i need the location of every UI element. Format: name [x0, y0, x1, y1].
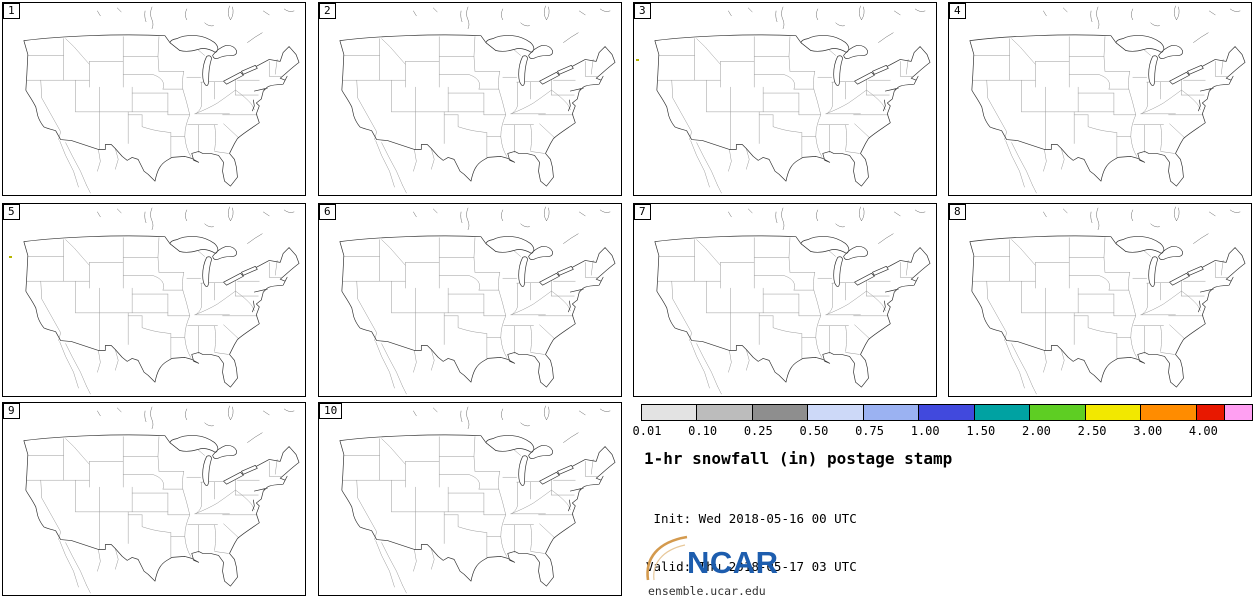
- colorbar-segment: [1085, 405, 1142, 420]
- snowfall-speck: [636, 59, 639, 61]
- panel-number: 10: [319, 403, 343, 419]
- colorbar-segment: [642, 405, 698, 420]
- postage-stamp-panel: 6: [318, 203, 622, 397]
- us-map: [654, 206, 931, 395]
- panel-number: 1: [3, 3, 20, 19]
- colorbar-tick: 3.00: [1133, 424, 1163, 438]
- init-time: Init: Wed 2018-05-16 00 UTC: [646, 511, 857, 526]
- colorbar-segment: [974, 405, 1031, 420]
- colorbar-tick: 4.00: [1188, 424, 1218, 438]
- colorbar-segment: [1141, 405, 1197, 420]
- colorbar-segment: [1224, 405, 1252, 420]
- colorbar-tick: 0.75: [855, 424, 884, 438]
- us-map: [969, 206, 1246, 395]
- colorbar-segment: [697, 405, 753, 420]
- ncar-swoosh-icon: [646, 535, 688, 581]
- snowfall-speck: [9, 256, 12, 258]
- panel-number: 3: [634, 3, 651, 19]
- us-map: [339, 5, 616, 194]
- postage-stamp-panel: 10: [318, 402, 622, 596]
- colorbar-tick: 1.50: [966, 424, 996, 438]
- colorbar-segment: [919, 405, 975, 420]
- panel-number: 8: [949, 204, 966, 220]
- postage-stamp-panel: 1: [2, 2, 306, 196]
- colorbar-segment: [1030, 405, 1086, 420]
- colorbar-segment: [808, 405, 864, 420]
- panel-number: 7: [634, 204, 651, 220]
- colorbar-segment: [1196, 405, 1225, 420]
- ncar-logo: NCAR: [641, 533, 801, 583]
- colorbar-tick: 1.00: [910, 424, 940, 438]
- postage-stamp-panel: 2: [318, 2, 622, 196]
- legend-title: 1-hr snowfall (in) postage stamp: [644, 449, 953, 468]
- panel-number: 9: [3, 403, 20, 419]
- colorbar-tick: 0.10: [688, 424, 718, 438]
- panel-number: 6: [319, 204, 336, 220]
- legend-block: 0.01 0.10 0.25 0.50 0.75 1.00 1.50 2.00 2.50 3.00…: [633, 402, 1260, 598]
- postage-stamp-panel: 9: [2, 402, 306, 596]
- panel-number: 4: [949, 3, 966, 19]
- us-map: [23, 5, 300, 194]
- colorbar-segment: [752, 405, 809, 420]
- colorbar-segment: [863, 405, 920, 420]
- footer-url: ensemble.ucar.edu: [648, 584, 766, 598]
- us-map: [339, 206, 616, 395]
- colorbar: [641, 404, 1253, 421]
- us-map: [969, 5, 1246, 194]
- ncar-logo-text: NCAR: [687, 545, 779, 580]
- us-map: [23, 206, 300, 395]
- colorbar-tick: 0.01: [632, 424, 662, 438]
- colorbar-tick: 0.50: [799, 424, 829, 438]
- postage-stamp-panel: 8: [948, 203, 1252, 397]
- postage-stamp-panel: 7: [633, 203, 937, 397]
- postage-stamp-panel: 5: [2, 203, 306, 397]
- colorbar-tick: 0.25: [743, 424, 773, 438]
- colorbar-tick: 2.50: [1077, 424, 1107, 438]
- panel-number: 2: [319, 3, 336, 19]
- colorbar-tick: 2.00: [1022, 424, 1051, 438]
- us-map: [654, 5, 931, 194]
- us-map: [339, 405, 616, 594]
- panel-number: 5: [3, 204, 20, 220]
- postage-stamp-panel: 4: [948, 2, 1252, 196]
- postage-stamp-panel: 3: [633, 2, 937, 196]
- ncar-swoosh-inner-icon: [653, 544, 686, 581]
- colorbar-ticks: 0.01 0.10 0.25 0.50 0.75 1.00 1.50 2.00 2.50 3.00…: [633, 424, 1259, 438]
- us-map: [23, 405, 300, 594]
